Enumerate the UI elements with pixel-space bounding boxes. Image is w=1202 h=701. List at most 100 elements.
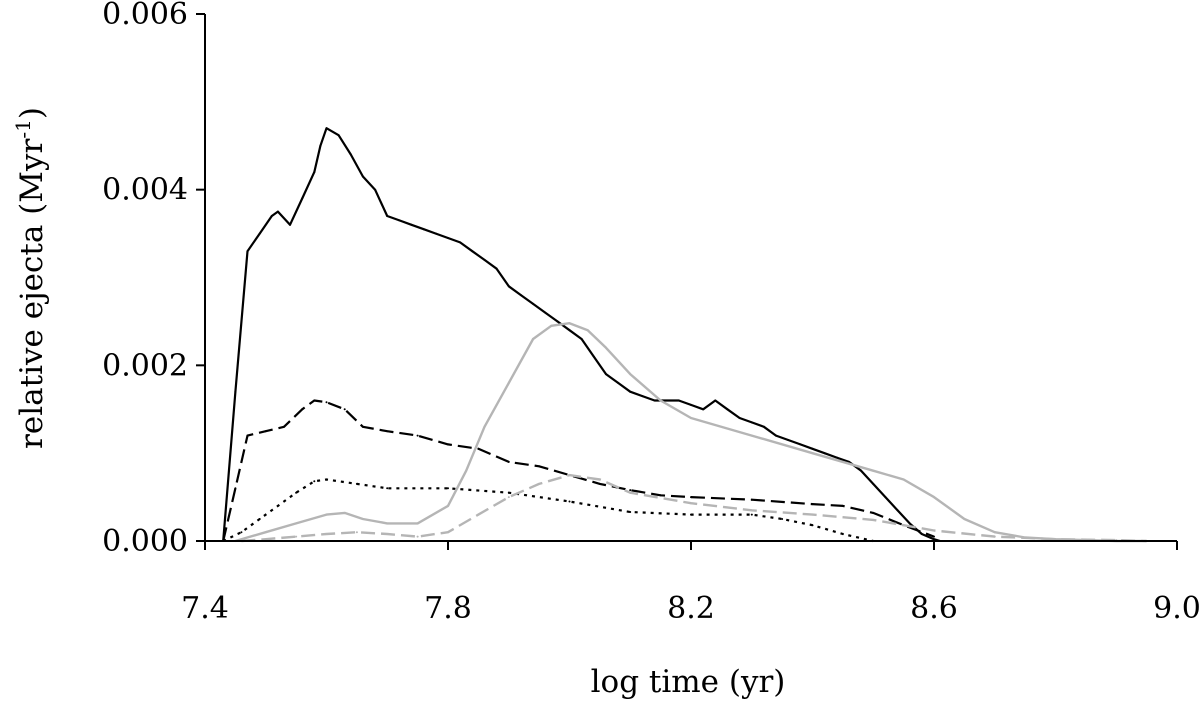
data-point [295, 535, 298, 538]
data-point [811, 513, 814, 516]
series-5 [240, 473, 1148, 543]
data-point [447, 443, 449, 446]
data-point [823, 452, 826, 455]
data-point [289, 223, 291, 226]
data-point [884, 496, 887, 499]
data-point [963, 518, 966, 520]
data-point [690, 417, 692, 419]
data-point [258, 518, 261, 520]
data-point [459, 241, 462, 244]
data-point [276, 210, 279, 213]
data-point [276, 504, 279, 507]
data-point [519, 294, 522, 297]
series-line [222, 127, 941, 543]
series-line [235, 322, 1147, 543]
data-point [568, 474, 571, 477]
data-point [325, 127, 328, 130]
data-point [902, 478, 905, 481]
data-point [750, 434, 753, 437]
data-point [465, 469, 468, 472]
data-point [690, 502, 692, 505]
data-point [313, 480, 316, 483]
y-tick-label: 0.000 [102, 524, 188, 559]
series-2 [222, 399, 935, 542]
data-point [738, 417, 741, 419]
series-line [222, 478, 874, 543]
data-point [386, 522, 389, 525]
data-point [361, 425, 364, 428]
data-point [319, 144, 322, 147]
y-axis-title: relative ejecta (Myr-1) [11, 107, 50, 449]
data-point [835, 456, 838, 459]
series-3 [222, 478, 875, 543]
data-point [714, 399, 717, 402]
data-point [386, 533, 389, 535]
data-point [295, 522, 298, 525]
data-point [447, 487, 449, 490]
data-point [246, 250, 249, 253]
data-point [641, 395, 644, 398]
data-point [246, 434, 249, 437]
y-axis-title-superscript: -1 [11, 119, 35, 138]
series-layer [222, 127, 1148, 543]
data-point [598, 482, 601, 485]
data-point [416, 434, 419, 437]
data-point [283, 425, 285, 428]
data-point [750, 513, 753, 516]
data-point [507, 491, 510, 494]
data-point [556, 320, 559, 323]
data-point [702, 408, 705, 411]
data-point [993, 535, 996, 538]
data-point [933, 535, 935, 538]
data-point [896, 509, 899, 512]
data-point [580, 338, 583, 340]
data-point [750, 421, 753, 424]
series-4 [234, 322, 1148, 543]
data-point [325, 533, 328, 535]
x-tick-label: 7.4 [181, 591, 229, 626]
data-point [811, 503, 814, 506]
data-point [258, 232, 261, 235]
data-point [872, 518, 875, 521]
data-point [677, 399, 680, 402]
data-point [598, 478, 601, 481]
data-point [933, 538, 935, 541]
data-point [781, 518, 784, 520]
y-tick-label: 0.006 [102, 0, 188, 32]
x-tick-label: 8.6 [910, 591, 958, 626]
data-point [483, 425, 486, 428]
data-point [908, 522, 911, 525]
data-point [361, 518, 364, 520]
data-point [386, 430, 389, 433]
data-point [538, 482, 541, 485]
data-point [264, 538, 267, 541]
data-point [544, 311, 547, 314]
data-point [447, 504, 449, 507]
data-point [605, 346, 607, 349]
data-point [422, 228, 425, 231]
data-point [349, 153, 352, 156]
data-point [811, 452, 814, 455]
data-point [653, 399, 656, 402]
x-axis-title: log time (yr) [591, 664, 786, 700]
data-point [361, 175, 364, 178]
data-point [629, 489, 632, 492]
data-point [617, 381, 620, 384]
x-tick-label: 8.2 [667, 591, 715, 626]
data-point [762, 425, 765, 428]
data-point [240, 531, 243, 534]
data-point [629, 390, 632, 393]
data-point [234, 487, 237, 490]
data-point [538, 465, 541, 468]
data-point [270, 215, 273, 217]
data-point [532, 338, 535, 340]
data-point [568, 322, 571, 325]
data-point [860, 469, 863, 472]
data-point [355, 531, 358, 534]
y-axis-title-main: relative ejecta (Myr [14, 138, 50, 448]
y-tick-label: 0.002 [102, 348, 188, 383]
data-point [507, 460, 510, 463]
data-point [532, 302, 535, 305]
data-point [386, 487, 389, 490]
data-point [1054, 538, 1057, 541]
